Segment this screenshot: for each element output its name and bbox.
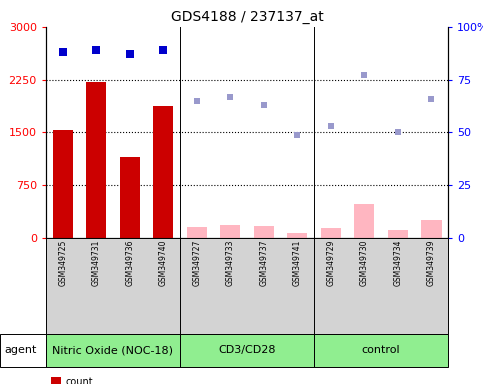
Bar [321,228,341,238]
Text: GSM349736: GSM349736 [125,240,134,286]
Title: GDS4188 / 237137_at: GDS4188 / 237137_at [170,10,324,25]
Bar [153,106,173,238]
Bar [120,157,140,238]
Text: GSM349725: GSM349725 [58,240,67,286]
Bar [220,225,241,238]
Text: GSM349741: GSM349741 [293,240,302,286]
Bar [355,204,374,238]
Text: agent: agent [5,345,37,356]
Text: GSM349739: GSM349739 [427,240,436,286]
Text: count: count [65,377,93,384]
Bar [254,226,274,238]
Text: GSM349727: GSM349727 [192,240,201,286]
Bar [287,233,307,238]
Text: Nitric Oxide (NOC-18): Nitric Oxide (NOC-18) [53,345,173,356]
Bar [421,220,441,238]
Text: CD3/CD28: CD3/CD28 [218,345,276,356]
Text: GSM349733: GSM349733 [226,240,235,286]
Text: GSM349731: GSM349731 [92,240,100,286]
Bar [53,131,73,238]
Text: GSM349740: GSM349740 [159,240,168,286]
Text: GSM349737: GSM349737 [259,240,269,286]
Bar [187,227,207,238]
Text: GSM349734: GSM349734 [394,240,402,286]
Bar [388,230,408,238]
Text: GSM349730: GSM349730 [360,240,369,286]
Text: GSM349729: GSM349729 [327,240,335,286]
Text: control: control [362,345,400,356]
Bar [86,82,106,238]
